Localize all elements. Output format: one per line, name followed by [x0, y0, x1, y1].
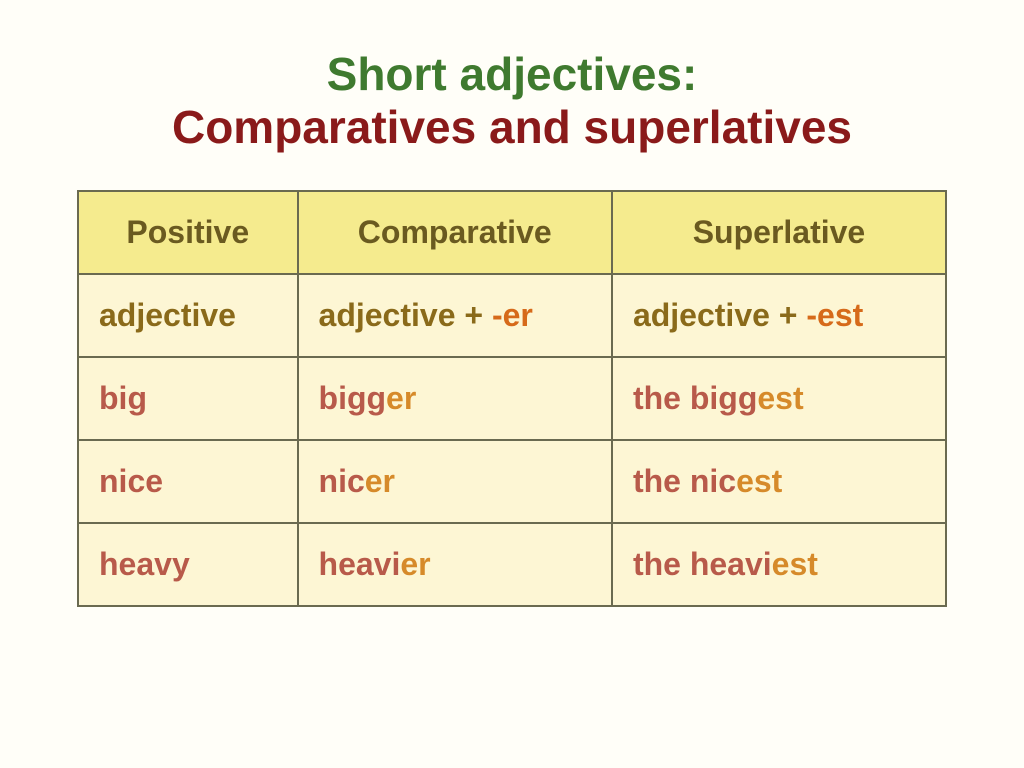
positive-word: nice [99, 463, 163, 499]
cell-positive: big [78, 357, 298, 440]
superlative-stem: nic [690, 463, 736, 499]
rule-row: adjective adjective + -er adjective + -e… [78, 274, 946, 357]
superlative-prefix: the [633, 546, 690, 582]
superlative-suffix: est [757, 380, 803, 416]
positive-word: big [99, 380, 147, 416]
superlative-suffix: est [772, 546, 818, 582]
rule-superlative-suffix: -est [806, 297, 863, 333]
cell-positive: heavy [78, 523, 298, 606]
table-row: nice nicer the nicest [78, 440, 946, 523]
positive-word: heavy [99, 546, 190, 582]
cell-superlative: the heaviest [612, 523, 946, 606]
slide: Short adjectives: Comparatives and super… [0, 0, 1024, 768]
rule-positive-text: adjective [99, 297, 236, 333]
rule-comparative-base: adjective + [319, 297, 492, 333]
comparative-stem: nic [319, 463, 365, 499]
comparative-stem: bigg [319, 380, 387, 416]
cell-superlative: the biggest [612, 357, 946, 440]
title-line1: Short adjectives: [0, 48, 1024, 101]
comparative-stem: heavi [319, 546, 401, 582]
table-header-row: Positive Comparative Superlative [78, 191, 946, 274]
comparative-suffix: er [386, 380, 416, 416]
cell-comparative: nicer [298, 440, 612, 523]
rule-superlative-base: adjective + [633, 297, 806, 333]
superlative-prefix: the [633, 380, 690, 416]
comparative-suffix: er [365, 463, 395, 499]
cell-positive: nice [78, 440, 298, 523]
table-row: big bigger the biggest [78, 357, 946, 440]
grammar-table: Positive Comparative Superlative adjecti… [77, 190, 947, 607]
header-comparative: Comparative [298, 191, 612, 274]
comparative-suffix: er [400, 546, 430, 582]
superlative-prefix: the [633, 463, 690, 499]
title-line2: Comparatives and superlatives [0, 101, 1024, 154]
title-block: Short adjectives: Comparatives and super… [0, 48, 1024, 154]
rule-positive: adjective [78, 274, 298, 357]
cell-comparative: heavier [298, 523, 612, 606]
header-superlative: Superlative [612, 191, 946, 274]
rule-superlative: adjective + -est [612, 274, 946, 357]
table-row: heavy heavier the heaviest [78, 523, 946, 606]
superlative-stem: bigg [690, 380, 758, 416]
rule-comparative-suffix: -er [492, 297, 533, 333]
header-positive: Positive [78, 191, 298, 274]
rule-comparative: adjective + -er [298, 274, 612, 357]
superlative-suffix: est [736, 463, 782, 499]
superlative-stem: heavi [690, 546, 772, 582]
cell-superlative: the nicest [612, 440, 946, 523]
cell-comparative: bigger [298, 357, 612, 440]
